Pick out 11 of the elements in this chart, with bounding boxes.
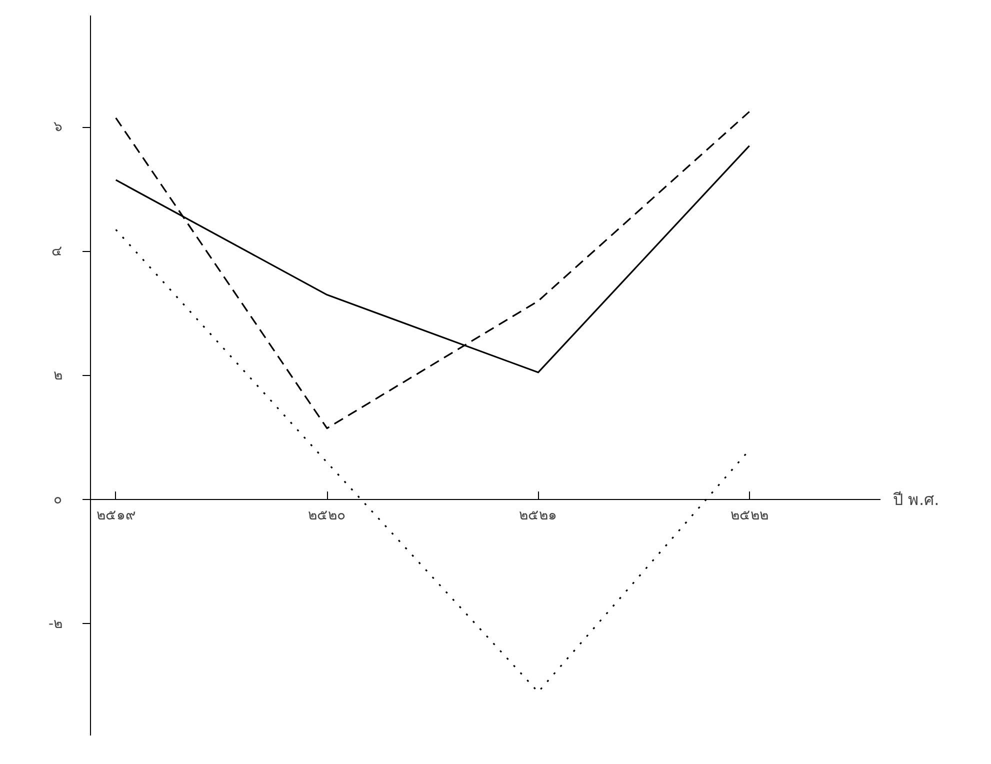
x-axis-title: ปี พ.ศ. (892, 490, 940, 510)
x-tick-label: ๒๕๑๙ (96, 508, 136, 524)
y-tick-label: ๔ (52, 243, 62, 260)
y-tick-label: ๖ (54, 119, 62, 136)
y-tick-label: ๒ (54, 368, 62, 384)
x-tick-label: ๒๕๒๒ (730, 508, 768, 524)
line-series (115, 110, 750, 430)
y-tick-label: -๒ (48, 616, 63, 632)
x-tick-label: ๒๕๒๑ (519, 508, 558, 524)
x-tick-label: ๒๕๒๐ (308, 508, 346, 524)
y-tick-label: ๐ (54, 492, 62, 508)
